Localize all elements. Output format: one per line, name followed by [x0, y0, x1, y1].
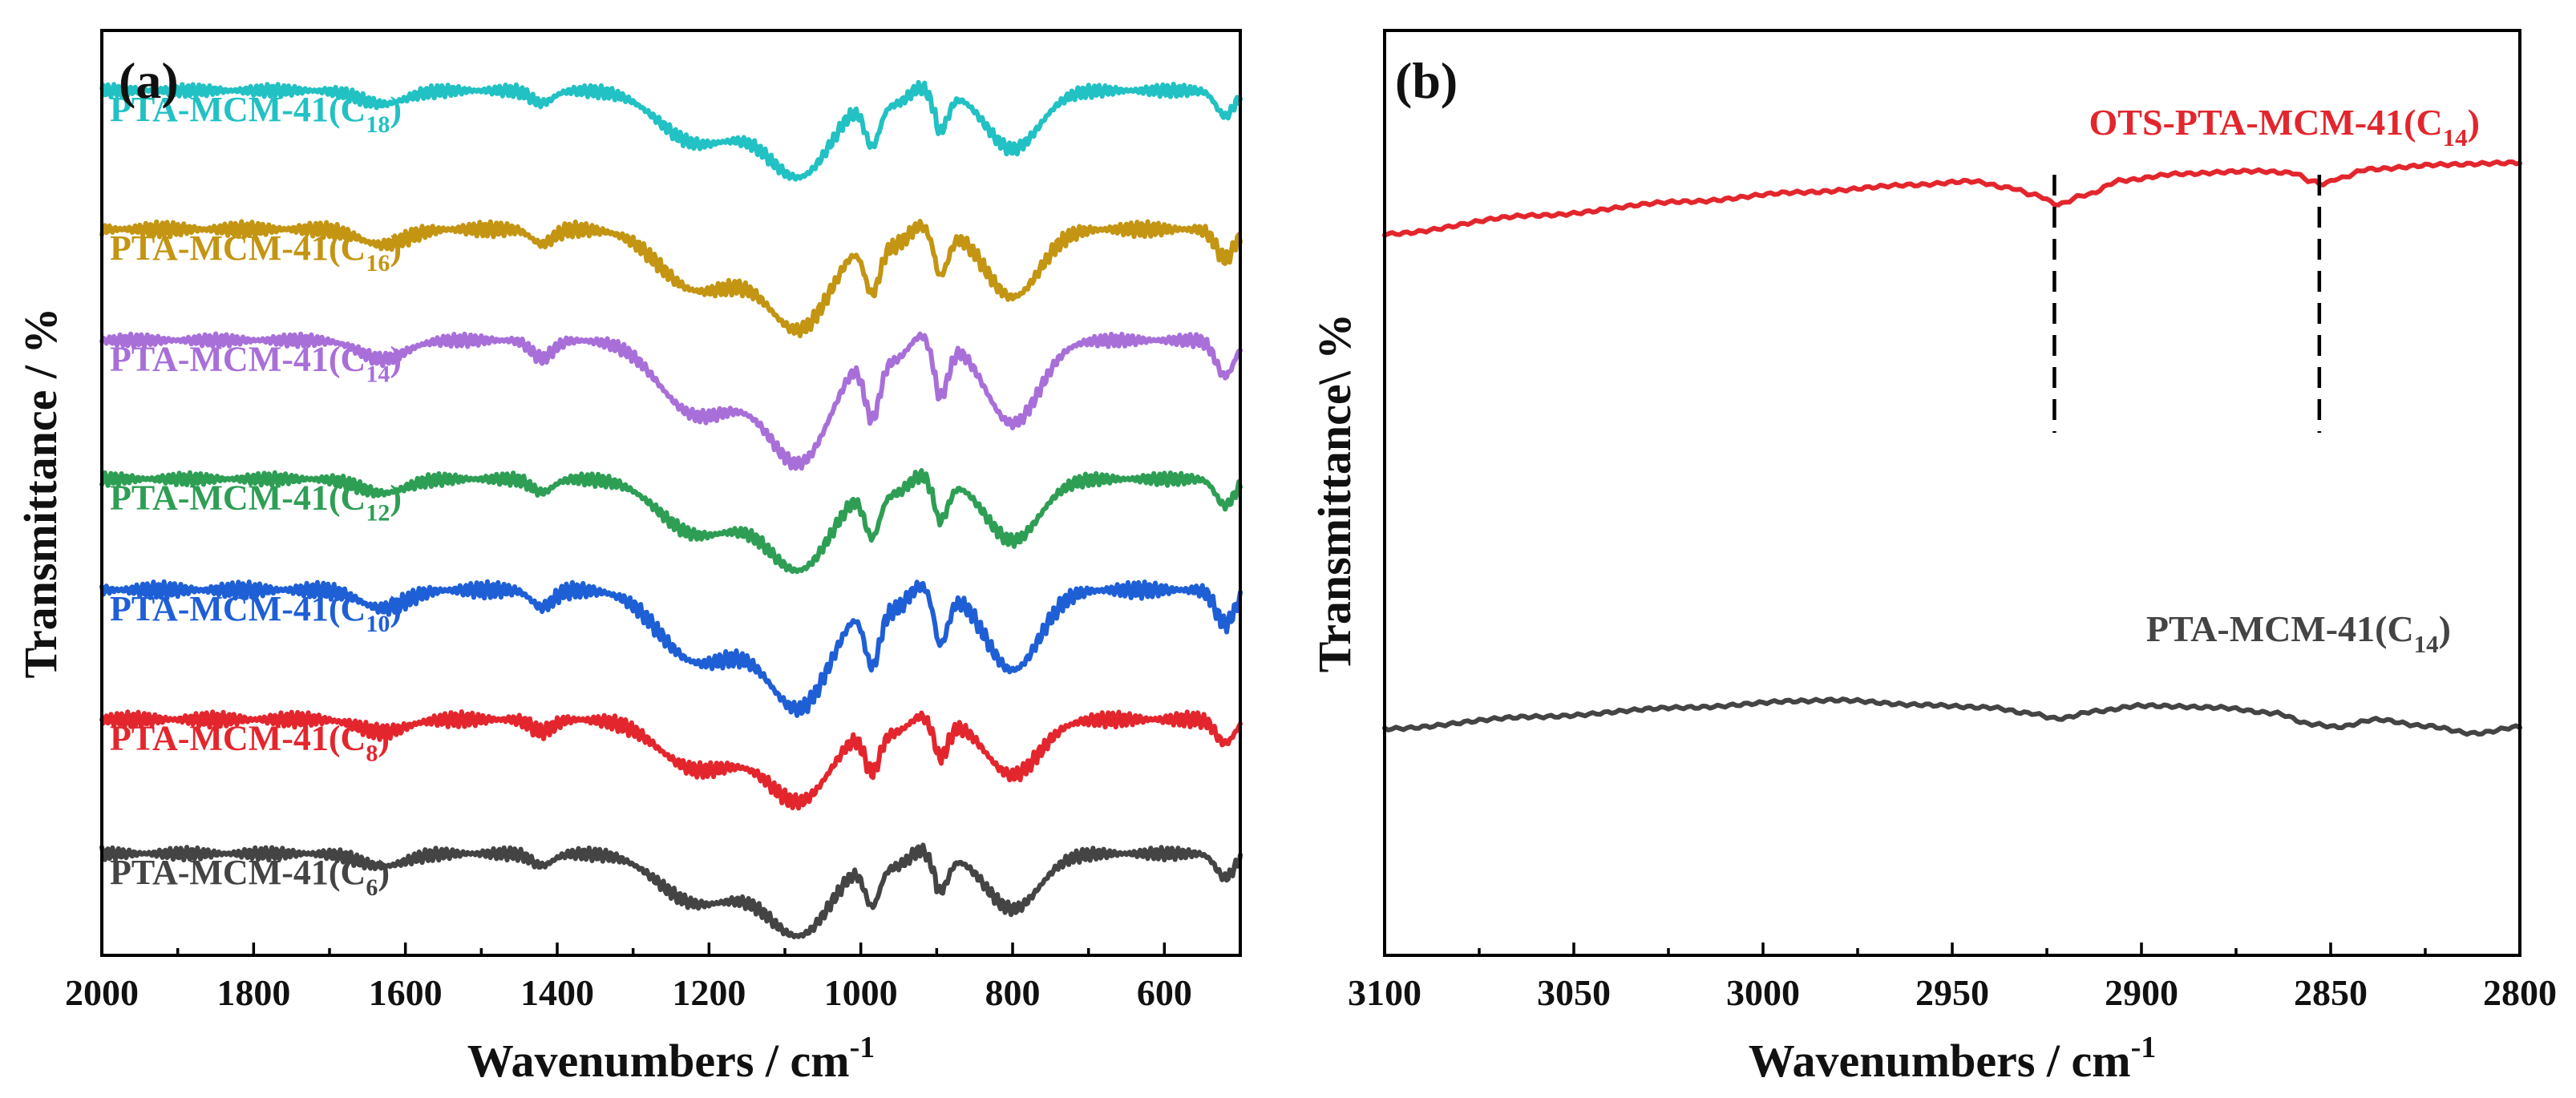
panel-b-series-line-0: [1382, 159, 2522, 238]
panel-a-x-tick-label: 1200: [672, 972, 746, 1013]
panel-a-series-label-6: PTA-MCM-41(C6): [110, 853, 390, 901]
panel-a-series-line-10: [99, 579, 1243, 718]
panel-a-series-label-16: PTA-MCM-41(C16): [110, 228, 402, 277]
panel-a-series-line-18: [99, 79, 1243, 182]
panel-b-plot-frame: [1383, 29, 2521, 957]
panel-a-ftir-spectra: PTA-MCM-41(C18) PTA-MCM-41(C16) PTA-MCM-41…: [14, 29, 1243, 1087]
panel-a-series-line-6: [99, 842, 1243, 939]
panel-a-series-label-18: PTA-MCM-41(C18): [110, 90, 402, 138]
panel-b-x-ticks: 3100 3050 3000 2950 2900 2850 2800: [1348, 943, 2557, 1013]
panel-a-x-tick-label: 2000: [65, 972, 139, 1013]
panel-b-curves: [1382, 159, 2522, 737]
panel-b-x-tick-label: 3050: [1537, 972, 1611, 1013]
panel-b-series-label-ots: OTS-PTA-MCM-41(C14): [2089, 102, 2480, 151]
panel-b-x-tick-label: 3100: [1348, 972, 1421, 1013]
panel-b-x-tick-label: 2800: [2483, 972, 2557, 1013]
panel-b-peak-markers: [2052, 175, 2322, 433]
panel-b-x-tick-label: 3000: [1726, 972, 1800, 1013]
panel-a-x-ticks: 2000 1800 1600 1400 1200 1000 800 600: [65, 943, 1192, 1013]
panel-b-series-labels: OTS-PTA-MCM-41(C14) PTA-MCM-41(C14): [2089, 102, 2480, 658]
panel-a-series-labels: PTA-MCM-41(C18) PTA-MCM-41(C16) PTA-MCM-41…: [110, 90, 402, 901]
panel-a-series-label-12: PTA-MCM-41(C12): [110, 478, 402, 527]
panel-a-x-tick-label: 800: [985, 972, 1041, 1013]
panel-a-x-tick-label: 1000: [824, 972, 898, 1013]
panel-a-series-label-10: PTA-MCM-41(C10): [110, 589, 402, 637]
panel-a-plot-frame: [100, 29, 1242, 957]
panel-a-curves: [99, 79, 1243, 939]
panel-b-ftir-spectra: OTS-PTA-MCM-41(C14)PTA-MCM-41(C14) 3100 3…: [1308, 29, 2557, 1087]
panel-a-x-tick-label: 600: [1137, 972, 1192, 1013]
panel-b-x-axis-label: Wavenumbers / cm-1: [1749, 1031, 2157, 1087]
panel-a-x-tick-label: 1800: [216, 972, 290, 1013]
panel-a-series-line-14: [99, 331, 1243, 471]
panel-b-series-label-pta: PTA-MCM-41(C14): [2146, 608, 2451, 658]
panel-a-x-tick-label: 1400: [520, 972, 594, 1013]
panel-a-tag: (a): [119, 52, 179, 109]
panel-b-y-axis-label: Transmittance\ %: [1308, 313, 1361, 672]
panel-a-y-axis-label: Transmittance / %: [14, 308, 67, 679]
panel-b-x-tick-label: 2950: [1915, 972, 1989, 1013]
panel-b-x-tick-label: 2850: [2294, 972, 2368, 1013]
panel-b-tag: (b): [1395, 52, 1458, 109]
panel-a-x-axis-label: Wavenumbers / cm-1: [467, 1031, 876, 1087]
panel-a-series-label-14: PTA-MCM-41(C14): [110, 340, 402, 388]
panel-a-series-line-12: [99, 468, 1243, 575]
panel-a-x-tick-label: 1600: [369, 972, 443, 1013]
panel-a-series-line-16: [99, 219, 1243, 339]
panel-b-series-line-1: [1382, 696, 2522, 737]
panel-b-x-tick-label: 2900: [2105, 972, 2178, 1013]
panel-a-series-label-8: PTA-MCM-41(C8): [110, 719, 390, 767]
panel-a-series-line-8: [99, 709, 1243, 811]
